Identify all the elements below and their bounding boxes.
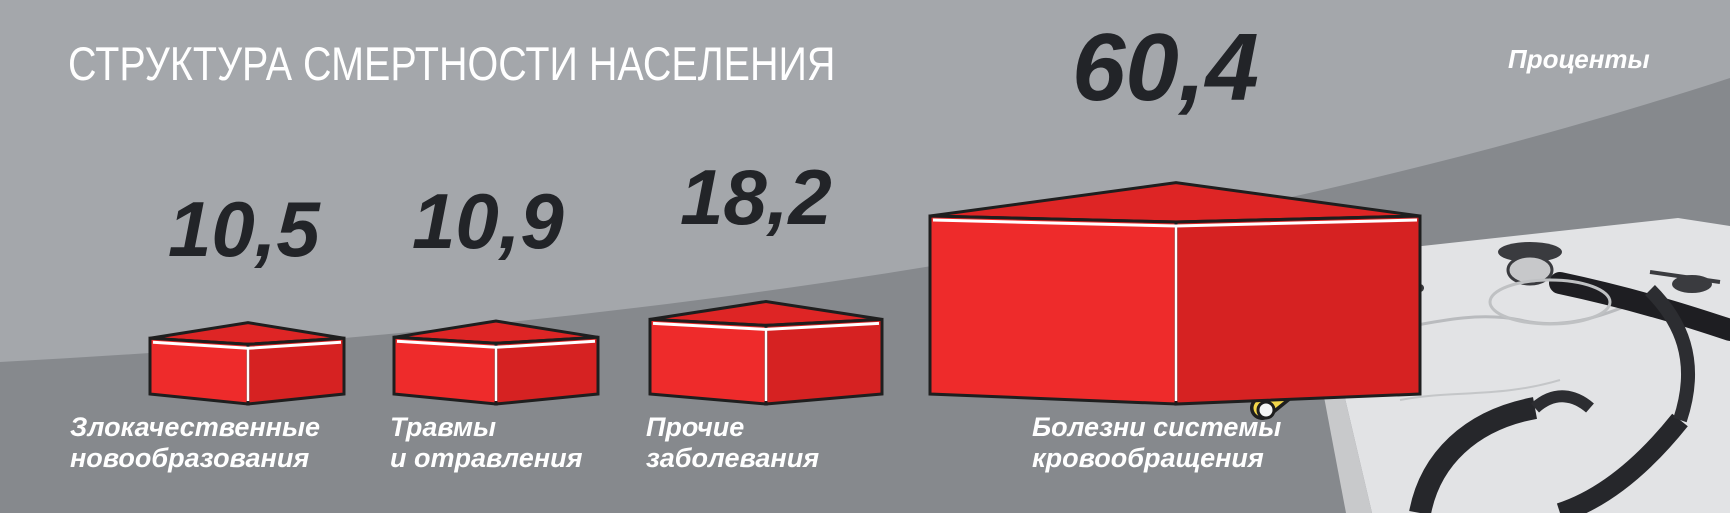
stethoscope-chestpiece-icon bbox=[1498, 242, 1562, 262]
category-label-2: Травмы и отравления bbox=[390, 412, 582, 474]
bar-4 bbox=[928, 181, 1422, 406]
stethoscope-tube-icon bbox=[1530, 390, 1594, 413]
category-label-line: и отравления bbox=[390, 443, 583, 473]
category-label-line: Травмы bbox=[390, 412, 496, 442]
category-label-line: кровообращения bbox=[1032, 443, 1264, 473]
chart-title: СТРУКТУРА СМЕРТНОСТИ НАСЕЛЕНИЯ bbox=[68, 37, 836, 90]
bar-1 bbox=[148, 321, 346, 406]
bar-3 bbox=[648, 299, 884, 406]
category-label-line: заболевания bbox=[646, 443, 820, 473]
paper-scribble bbox=[1399, 379, 1561, 401]
category-label-1: Злокачественные новообразования bbox=[70, 412, 320, 474]
units-label: Проценты bbox=[1508, 44, 1650, 74]
bars-group bbox=[148, 181, 1422, 406]
value-label-1: 10,5 bbox=[168, 185, 320, 273]
value-label-3: 18,2 bbox=[680, 153, 832, 241]
stethoscope-tube-icon bbox=[1645, 285, 1695, 423]
category-label-line: Болезни системы bbox=[1032, 412, 1282, 442]
bar-front-face bbox=[648, 317, 768, 406]
stethoscope-tube-icon bbox=[1409, 397, 1538, 513]
stethoscope-earpiece-icon bbox=[1649, 270, 1721, 284]
stethoscope-tube-icon bbox=[1556, 413, 1688, 513]
category-label-line: Прочие bbox=[646, 412, 745, 442]
bar-front-face bbox=[928, 214, 1178, 406]
bar-side-face bbox=[1174, 214, 1422, 406]
value-label-4: 60,4 bbox=[1072, 14, 1259, 121]
value-label-2: 10,9 bbox=[412, 177, 564, 265]
background-lower bbox=[0, 78, 1730, 513]
category-label-line: новообразования bbox=[70, 443, 310, 473]
bar-top-face bbox=[929, 181, 1421, 224]
category-label-3: Прочие заболевания bbox=[646, 412, 819, 474]
stethoscope-chestpiece-icon bbox=[1488, 278, 1612, 326]
bar-2 bbox=[392, 319, 600, 406]
stethoscope-chestpiece-icon bbox=[1506, 254, 1554, 286]
category-label-line: Злокачественные bbox=[70, 412, 321, 442]
category-label-4: Болезни системы кровообращения bbox=[1032, 412, 1281, 474]
bar-side-face bbox=[764, 317, 884, 406]
